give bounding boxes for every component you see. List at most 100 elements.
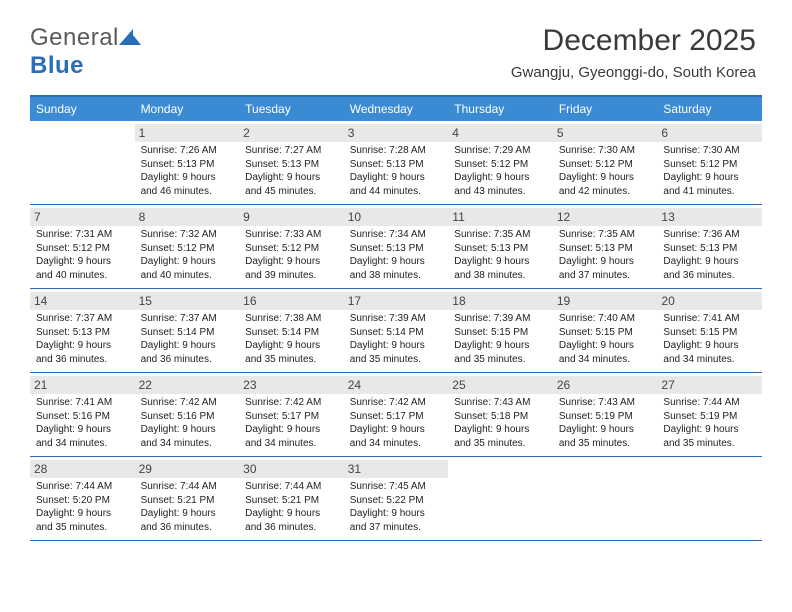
day-number: 5 bbox=[553, 124, 658, 142]
calendar: SundayMondayTuesdayWednesdayThursdayFrid… bbox=[30, 95, 762, 541]
day-info: Sunrise: 7:41 AMSunset: 5:15 PMDaylight:… bbox=[663, 312, 756, 366]
day-info: Sunrise: 7:27 AMSunset: 5:13 PMDaylight:… bbox=[245, 144, 338, 198]
day-cell: 15Sunrise: 7:37 AMSunset: 5:14 PMDayligh… bbox=[135, 289, 240, 372]
day-info: Sunrise: 7:30 AMSunset: 5:12 PMDaylight:… bbox=[663, 144, 756, 198]
day-number: 8 bbox=[135, 208, 240, 226]
day-number: 3 bbox=[344, 124, 449, 142]
day-cell: 16 Sunrise: 7:38 AMSunset: 5:14 PMDayligh… bbox=[239, 289, 344, 372]
day-info: Sunrise: 7:42 AMSunset: 5:17 PMDaylight:… bbox=[350, 396, 443, 450]
day-number: 2 bbox=[239, 124, 344, 142]
day-cell: 14Sunrise: 7:37 AMSunset: 5:13 PMDayligh… bbox=[30, 289, 135, 372]
day-number: 4 bbox=[448, 124, 553, 142]
day-info: Sunrise: 7:38 AMSunset: 5:14 PMDaylight:… bbox=[245, 312, 338, 366]
day-info: Sunrise: 7:41 AMSunset: 5:16 PMDaylight:… bbox=[36, 396, 129, 450]
logo-text-b: Blue bbox=[30, 52, 84, 79]
day-header: Sunday bbox=[30, 97, 135, 121]
day-number: 22 bbox=[135, 376, 240, 394]
day-info: Sunrise: 7:43 AMSunset: 5:19 PMDaylight:… bbox=[559, 396, 652, 450]
day-header: Monday bbox=[135, 97, 240, 121]
day-cell: 27Sunrise: 7:44 AMSunset: 5:19 PMDayligh… bbox=[657, 373, 762, 456]
day-number: 30 bbox=[239, 460, 344, 478]
day-number: 18 bbox=[448, 292, 553, 310]
logo-text-a: General bbox=[30, 24, 119, 51]
day-cell: 6Sunrise: 7:30 AMSunset: 5:12 PMDaylight… bbox=[657, 121, 762, 204]
day-info: Sunrise: 7:35 AMSunset: 5:13 PMDaylight:… bbox=[454, 228, 547, 282]
day-cell: 7Sunrise: 7:31 AMSunset: 5:12 PMDaylight… bbox=[30, 205, 135, 288]
day-cell: 2 Sunrise: 7:27 AMSunset: 5:13 PMDaylight… bbox=[239, 121, 344, 204]
day-cell: 18 Sunrise: 7:39 AMSunset: 5:15 PMDayligh… bbox=[448, 289, 553, 372]
day-info: Sunrise: 7:43 AMSunset: 5:18 PMDaylight:… bbox=[454, 396, 547, 450]
day-cell: 19 Sunrise: 7:40 AMSunset: 5:15 PMDayligh… bbox=[553, 289, 658, 372]
day-number: 19 bbox=[553, 292, 658, 310]
day-cell: 9Sunrise: 7:33 AMSunset: 5:12 PMDaylight… bbox=[239, 205, 344, 288]
day-info: Sunrise: 7:44 AMSunset: 5:20 PMDaylight:… bbox=[36, 480, 129, 534]
day-info: Sunrise: 7:39 AMSunset: 5:15 PMDaylight:… bbox=[454, 312, 547, 366]
day-info: Sunrise: 7:37 AMSunset: 5:14 PMDaylight:… bbox=[141, 312, 234, 366]
day-number: 25 bbox=[448, 376, 553, 394]
day-info: Sunrise: 7:28 AMSunset: 5:13 PMDaylight:… bbox=[350, 144, 443, 198]
day-cell: 10Sunrise: 7:34 AMSunset: 5:13 PMDayligh… bbox=[344, 205, 449, 288]
logo: GeneralBlue bbox=[30, 24, 141, 80]
day-cell: 21Sunrise: 7:41 AMSunset: 5:16 PMDayligh… bbox=[30, 373, 135, 456]
day-number: 26 bbox=[553, 376, 658, 394]
day-number: 12 bbox=[553, 208, 658, 226]
day-number: 29 bbox=[135, 460, 240, 478]
day-cell: 31 Sunrise: 7:45 AMSunset: 5:22 PMDayligh… bbox=[344, 457, 449, 540]
day-info: Sunrise: 7:44 AMSunset: 5:21 PMDaylight:… bbox=[245, 480, 338, 534]
day-info: Sunrise: 7:39 AMSunset: 5:14 PMDaylight:… bbox=[350, 312, 443, 366]
day-cell bbox=[448, 457, 553, 540]
week-row: 7Sunrise: 7:31 AMSunset: 5:12 PMDaylight… bbox=[30, 205, 762, 289]
day-info: Sunrise: 7:29 AMSunset: 5:12 PMDaylight:… bbox=[454, 144, 547, 198]
day-cell: 28 Sunrise: 7:44 AMSunset: 5:20 PMDayligh… bbox=[30, 457, 135, 540]
week-row: 1 Sunrise: 7:26 AMSunset: 5:13 PMDaylight… bbox=[30, 121, 762, 205]
day-info: Sunrise: 7:42 AMSunset: 5:17 PMDaylight:… bbox=[245, 396, 338, 450]
day-cell: 12 Sunrise: 7:35 AMSunset: 5:13 PMDayligh… bbox=[553, 205, 658, 288]
day-cell: 25 Sunrise: 7:43 AMSunset: 5:18 PMDayligh… bbox=[448, 373, 553, 456]
day-info: Sunrise: 7:44 AMSunset: 5:21 PMDaylight:… bbox=[141, 480, 234, 534]
week-row: 14Sunrise: 7:37 AMSunset: 5:13 PMDayligh… bbox=[30, 289, 762, 373]
day-number: 31 bbox=[344, 460, 449, 478]
day-cell: 26 Sunrise: 7:43 AMSunset: 5:19 PMDayligh… bbox=[553, 373, 658, 456]
day-cell: 11Sunrise: 7:35 AMSunset: 5:13 PMDayligh… bbox=[448, 205, 553, 288]
day-cell bbox=[553, 457, 658, 540]
day-info: Sunrise: 7:35 AMSunset: 5:13 PMDaylight:… bbox=[559, 228, 652, 282]
day-number: 28 bbox=[30, 460, 135, 478]
day-cell: 5 Sunrise: 7:30 AMSunset: 5:12 PMDaylight… bbox=[553, 121, 658, 204]
day-cell: 3 Sunrise: 7:28 AMSunset: 5:13 PMDaylight… bbox=[344, 121, 449, 204]
day-info: Sunrise: 7:42 AMSunset: 5:16 PMDaylight:… bbox=[141, 396, 234, 450]
day-header: Thursday bbox=[448, 97, 553, 121]
header: GeneralBlue December 2025 Gwangju, Gyeon… bbox=[0, 0, 792, 85]
week-row: 21Sunrise: 7:41 AMSunset: 5:16 PMDayligh… bbox=[30, 373, 762, 457]
day-cell: 24 Sunrise: 7:42 AMSunset: 5:17 PMDayligh… bbox=[344, 373, 449, 456]
day-cell: 17 Sunrise: 7:39 AMSunset: 5:14 PMDayligh… bbox=[344, 289, 449, 372]
day-number: 24 bbox=[344, 376, 449, 394]
day-info: Sunrise: 7:34 AMSunset: 5:13 PMDaylight:… bbox=[350, 228, 443, 282]
day-number: 23 bbox=[239, 376, 344, 394]
day-info: Sunrise: 7:32 AMSunset: 5:12 PMDaylight:… bbox=[141, 228, 234, 282]
day-info: Sunrise: 7:30 AMSunset: 5:12 PMDaylight:… bbox=[559, 144, 652, 198]
day-header: Saturday bbox=[657, 97, 762, 121]
month-title: December 2025 bbox=[511, 24, 756, 58]
day-header: Wednesday bbox=[344, 97, 449, 121]
day-number: 13 bbox=[657, 208, 762, 226]
day-number: 20 bbox=[657, 292, 762, 310]
day-info: Sunrise: 7:40 AMSunset: 5:15 PMDaylight:… bbox=[559, 312, 652, 366]
day-info: Sunrise: 7:26 AMSunset: 5:13 PMDaylight:… bbox=[141, 144, 234, 198]
day-number: 1 bbox=[135, 124, 240, 142]
day-cell: 20 Sunrise: 7:41 AMSunset: 5:15 PMDayligh… bbox=[657, 289, 762, 372]
day-info: Sunrise: 7:45 AMSunset: 5:22 PMDaylight:… bbox=[350, 480, 443, 534]
day-cell: 13 Sunrise: 7:36 AMSunset: 5:13 PMDayligh… bbox=[657, 205, 762, 288]
logo-text: GeneralBlue bbox=[30, 24, 141, 80]
day-number: 14 bbox=[30, 292, 135, 310]
day-number: 16 bbox=[239, 292, 344, 310]
location-text: Gwangju, Gyeonggi-do, South Korea bbox=[511, 64, 756, 81]
week-row: 28 Sunrise: 7:44 AMSunset: 5:20 PMDayligh… bbox=[30, 457, 762, 541]
day-cell bbox=[657, 457, 762, 540]
day-info: Sunrise: 7:33 AMSunset: 5:12 PMDaylight:… bbox=[245, 228, 338, 282]
day-number: 7 bbox=[30, 208, 135, 226]
day-cell: 4 Sunrise: 7:29 AMSunset: 5:12 PMDaylight… bbox=[448, 121, 553, 204]
day-cell: 30 Sunrise: 7:44 AMSunset: 5:21 PMDayligh… bbox=[239, 457, 344, 540]
day-number: 17 bbox=[344, 292, 449, 310]
day-info: Sunrise: 7:36 AMSunset: 5:13 PMDaylight:… bbox=[663, 228, 756, 282]
day-header: Tuesday bbox=[239, 97, 344, 121]
